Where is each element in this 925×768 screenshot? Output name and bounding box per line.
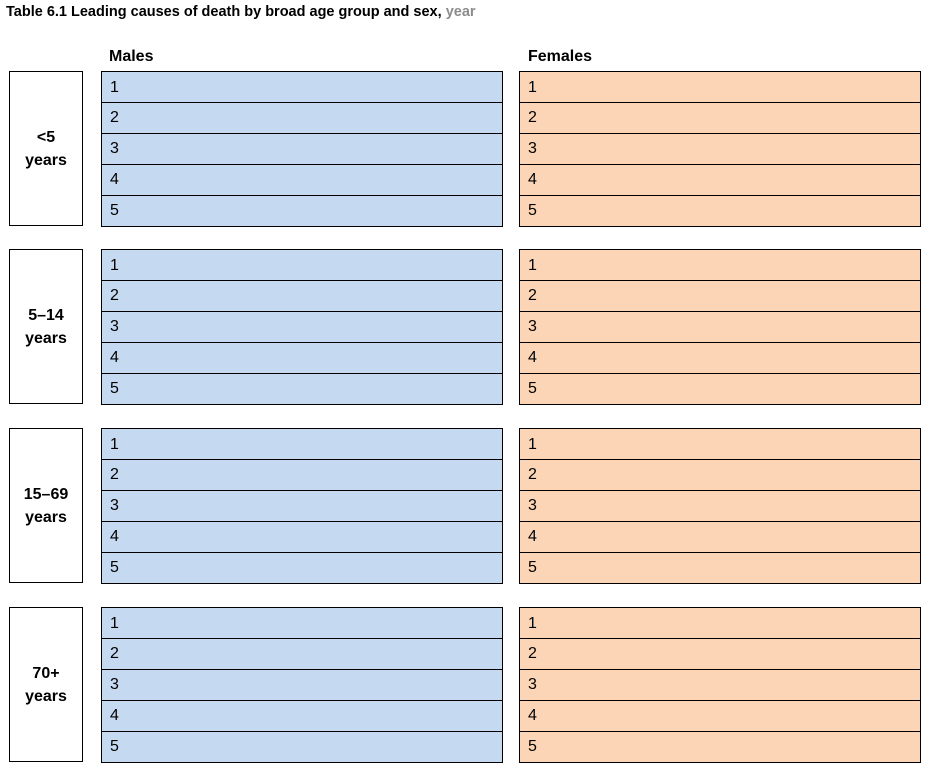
females-cause-row[interactable]: 1 [519, 428, 921, 460]
females-cause-list: 1 2 3 4 5 [519, 249, 921, 405]
males-cause-row[interactable]: 3 [101, 312, 503, 343]
males-cause-row[interactable]: 1 [101, 249, 503, 281]
males-cause-row[interactable]: 4 [101, 343, 503, 374]
females-cause-row[interactable]: 2 [519, 639, 921, 670]
males-cause-row[interactable]: 5 [101, 553, 503, 584]
females-cause-row[interactable]: 5 [519, 196, 921, 227]
age-group-unit: years [25, 151, 67, 169]
age-group-unit: years [25, 687, 67, 705]
age-group-label: <5 years [9, 71, 83, 226]
males-cause-row[interactable]: 2 [101, 639, 503, 670]
females-cause-row[interactable]: 4 [519, 701, 921, 732]
females-cause-row[interactable]: 3 [519, 491, 921, 522]
age-group-unit: years [25, 508, 67, 526]
males-cause-list: 1 2 3 4 5 [101, 71, 503, 227]
males-cause-row[interactable]: 4 [101, 701, 503, 732]
age-group-label: 70+ years [9, 607, 83, 762]
males-cause-list: 1 2 3 4 5 [101, 428, 503, 584]
males-cause-list: 1 2 3 4 5 [101, 249, 503, 405]
females-cause-row[interactable]: 2 [519, 460, 921, 491]
females-cause-row[interactable]: 4 [519, 165, 921, 196]
females-cause-row[interactable]: 4 [519, 343, 921, 374]
males-cause-row[interactable]: 5 [101, 732, 503, 763]
females-cause-row[interactable]: 1 [519, 249, 921, 281]
females-cause-row[interactable]: 3 [519, 134, 921, 165]
females-cause-row[interactable]: 1 [519, 71, 921, 103]
females-cause-row[interactable]: 5 [519, 732, 921, 763]
age-group-range: <5 [36, 128, 56, 146]
males-cause-row[interactable]: 1 [101, 607, 503, 639]
females-cause-row[interactable]: 3 [519, 312, 921, 343]
males-cause-row[interactable]: 2 [101, 281, 503, 312]
males-cause-row[interactable]: 4 [101, 165, 503, 196]
table-title-year: year [445, 4, 476, 20]
females-column-header: Females [528, 48, 593, 65]
males-cause-row[interactable]: 3 [101, 670, 503, 701]
age-group-range: 5–14 [28, 306, 64, 324]
males-column-header: Males [109, 48, 154, 65]
females-cause-row[interactable]: 2 [519, 103, 921, 134]
age-group-label: 5–14 years [9, 249, 83, 404]
females-cause-list: 1 2 3 4 5 [519, 607, 921, 763]
females-cause-row[interactable]: 2 [519, 281, 921, 312]
males-cause-row[interactable]: 2 [101, 103, 503, 134]
males-cause-row[interactable]: 5 [101, 196, 503, 227]
males-cause-row[interactable]: 1 [101, 71, 503, 103]
males-cause-row[interactable]: 4 [101, 522, 503, 553]
males-cause-row[interactable]: 3 [101, 491, 503, 522]
females-cause-row[interactable]: 5 [519, 374, 921, 405]
females-cause-row[interactable]: 1 [519, 607, 921, 639]
males-cause-row[interactable]: 2 [101, 460, 503, 491]
males-cause-row[interactable]: 3 [101, 134, 503, 165]
age-group-range: 70+ [32, 664, 60, 682]
males-cause-row[interactable]: 1 [101, 428, 503, 460]
females-cause-list: 1 2 3 4 5 [519, 428, 921, 584]
males-cause-row[interactable]: 5 [101, 374, 503, 405]
table-title-main: Table 6.1 Leading causes of death by bro… [6, 4, 446, 20]
males-cause-list: 1 2 3 4 5 [101, 607, 503, 763]
females-cause-row[interactable]: 4 [519, 522, 921, 553]
age-group-unit: years [25, 329, 67, 347]
age-group-label: 15–69 years [9, 428, 83, 583]
females-cause-row[interactable]: 3 [519, 670, 921, 701]
table-title: Table 6.1 Leading causes of death by bro… [6, 4, 476, 20]
age-group-range: 15–69 [23, 485, 69, 503]
females-cause-list: 1 2 3 4 5 [519, 71, 921, 227]
females-cause-row[interactable]: 5 [519, 553, 921, 584]
